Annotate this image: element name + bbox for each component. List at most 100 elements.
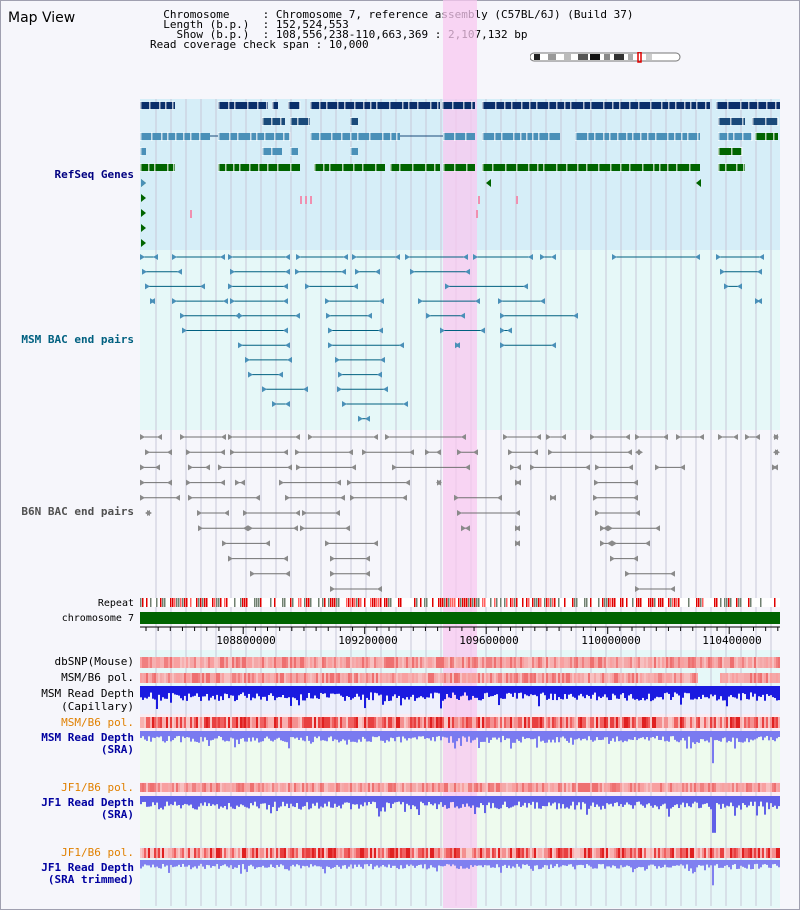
heat-cell xyxy=(596,783,598,792)
heat-cell xyxy=(576,783,578,792)
heat-cell xyxy=(398,717,400,728)
bac-end xyxy=(172,254,177,260)
msm-b6-pol-label-2[interactable]: MSM/B6 pol. xyxy=(61,716,134,729)
depth-bar xyxy=(312,796,314,804)
msm-read-depth-sra-label[interactable]: MSM Read Depth xyxy=(41,731,134,744)
gene-tick xyxy=(529,101,531,110)
jf1-b6-pol-label-1[interactable]: JF1/B6 pol. xyxy=(61,781,134,794)
depth-bar xyxy=(554,860,556,867)
msm-read-depth-cap-label[interactable]: MSM Read Depth xyxy=(41,687,134,700)
heat-cell xyxy=(516,848,518,858)
msm-b6-pol-label-1[interactable]: MSM/B6 pol. xyxy=(61,671,134,684)
heat-cell xyxy=(598,783,600,792)
heat-cell xyxy=(490,783,492,792)
gene-tick xyxy=(167,163,169,172)
repeat-track-label[interactable]: Repeat xyxy=(98,598,134,609)
depth-bar xyxy=(770,731,772,738)
repeat-element xyxy=(510,598,512,607)
jf1-read-depth-label[interactable]: JF1 Read Depth xyxy=(41,796,134,809)
msm-b6-pol-track-1[interactable] xyxy=(140,673,780,683)
depth-bar xyxy=(420,686,422,697)
heat-cell xyxy=(280,848,282,858)
depth-bar xyxy=(296,731,298,738)
heat-cell xyxy=(514,657,516,668)
gene-tick xyxy=(638,101,640,110)
heat-cell xyxy=(766,717,768,728)
depth-bar xyxy=(556,686,558,701)
heat-cell xyxy=(568,783,570,792)
msm-read-depth-capillary-track[interactable] xyxy=(140,686,780,709)
depth-bar xyxy=(280,731,282,741)
repeat-track[interactable] xyxy=(140,598,780,607)
depth-bar xyxy=(594,731,596,741)
b6n-bac-pairs-features[interactable] xyxy=(140,434,780,592)
heat-cell xyxy=(544,783,546,792)
heat-cell xyxy=(354,848,356,858)
depth-bar xyxy=(406,796,408,804)
heat-cell xyxy=(364,717,366,728)
depth-bar xyxy=(302,796,304,807)
heat-cell xyxy=(678,848,680,858)
heat-cell xyxy=(722,717,724,728)
repeat-element xyxy=(360,598,362,607)
heat-cell xyxy=(192,657,194,668)
chromosome-ideogram[interactable] xyxy=(530,52,682,64)
depth-bar xyxy=(694,796,696,802)
jf1-b6-pol-track-2[interactable] xyxy=(140,848,780,858)
depth-bar xyxy=(648,731,650,741)
gene-tick xyxy=(725,163,727,172)
heat-cell xyxy=(440,848,442,858)
depth-bar xyxy=(550,731,552,743)
depth-bar xyxy=(314,860,316,866)
heat-cell xyxy=(310,717,312,728)
heat-cell xyxy=(340,717,342,728)
heat-cell xyxy=(412,783,414,792)
heat-cell xyxy=(774,848,776,858)
depth-bar xyxy=(486,731,488,738)
heat-cell xyxy=(444,673,446,683)
refseq-track-label[interactable]: RefSeq Genes xyxy=(55,168,134,181)
chromosome-bar[interactable] xyxy=(140,612,780,624)
depth-bar xyxy=(644,796,646,808)
dbsnp-track-label[interactable]: dbSNP(Mouse) xyxy=(55,655,134,668)
depth-bar xyxy=(630,686,632,695)
heat-cell xyxy=(160,673,162,683)
jf1-b6-pol-label-2[interactable]: JF1/B6 pol. xyxy=(61,846,134,859)
depth-bar xyxy=(722,796,724,804)
msm-b6-pol-track-2[interactable] xyxy=(140,717,780,728)
heat-cell xyxy=(412,673,414,683)
dbsnp-track[interactable] xyxy=(140,657,780,668)
heat-cell xyxy=(608,673,610,683)
heat-cell xyxy=(248,783,250,792)
heat-cell xyxy=(422,673,424,683)
depth-bar xyxy=(706,731,708,741)
heat-cell xyxy=(372,657,374,668)
msm-bac-pairs-features[interactable] xyxy=(140,254,764,422)
jf1-read-depth-sra-track[interactable] xyxy=(140,796,780,833)
selected-region-highlight[interactable] xyxy=(443,0,477,908)
jf1-read-depth-trimmed-track[interactable] xyxy=(140,860,780,886)
msm-bac-track-label[interactable]: MSM BAC end pairs xyxy=(21,333,134,346)
depth-bar xyxy=(440,796,442,803)
depth-bar xyxy=(396,796,398,803)
bac-end xyxy=(461,525,466,532)
jf1-b6-pol-track-1[interactable] xyxy=(140,783,780,792)
heat-cell xyxy=(698,717,700,728)
depth-bar xyxy=(322,731,324,741)
depth-bar xyxy=(628,796,630,805)
heat-cell xyxy=(394,848,396,858)
region-info: Chromosome : Chromosome 7, reference ass… xyxy=(150,9,633,50)
b6n-bac-track-label[interactable]: B6N BAC end pairs xyxy=(21,505,134,518)
depth-bar xyxy=(476,686,478,698)
refseq-genes-features[interactable] xyxy=(140,101,780,247)
heat-cell xyxy=(556,783,558,792)
heat-cell xyxy=(512,848,514,858)
depth-bar xyxy=(518,731,520,741)
depth-bar xyxy=(354,731,356,742)
msm-read-depth-sra-track[interactable] xyxy=(140,731,780,764)
depth-bar xyxy=(472,860,474,867)
heat-cell xyxy=(214,673,216,683)
chromosome-track-label[interactable]: chromosome 7 xyxy=(62,613,134,624)
jf1-read-depth-trim-label[interactable]: JF1 Read Depth xyxy=(41,861,134,874)
repeat-element xyxy=(200,598,202,607)
